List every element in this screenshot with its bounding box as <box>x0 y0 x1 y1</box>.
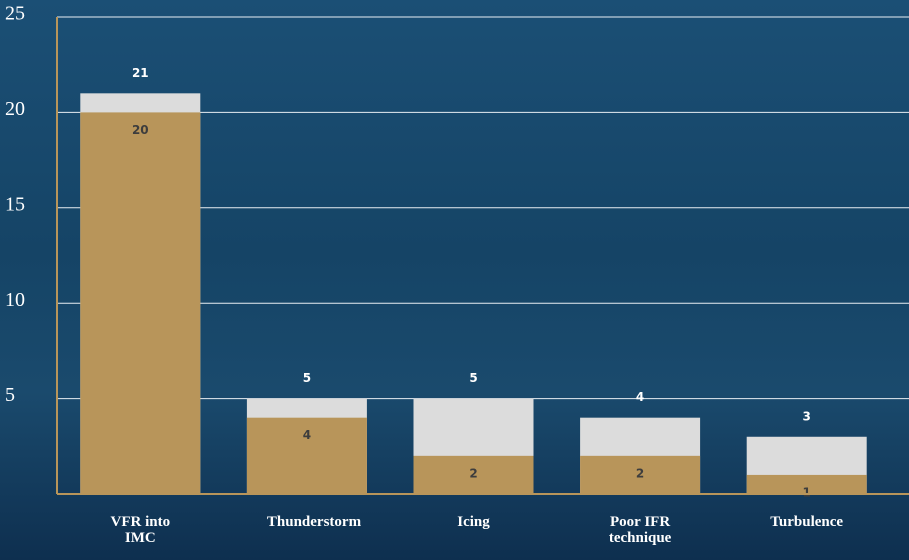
data-label: 4 <box>636 390 644 404</box>
x-tick-label: VFR into IMC <box>110 514 171 546</box>
data-label: 5 <box>303 371 311 385</box>
bar <box>80 112 201 495</box>
x-tick-label: Turbulence <box>770 514 844 530</box>
data-label: 2 <box>469 466 477 480</box>
data-label: 21 <box>132 66 149 80</box>
y-tick-label: 25 <box>5 3 25 25</box>
data-label: 20 <box>132 123 149 137</box>
bar <box>413 455 534 494</box>
x-tick-label: Poor IFR technique <box>608 514 672 546</box>
bar <box>580 455 701 494</box>
y-tick-label: 10 <box>5 289 25 311</box>
data-label: 3 <box>803 409 811 423</box>
bar <box>746 474 867 494</box>
data-label: 5 <box>469 371 477 385</box>
y-tick-label: 5 <box>5 384 15 406</box>
y-tick-label: 15 <box>5 193 25 215</box>
bar <box>246 417 367 494</box>
y-tick-label: 20 <box>5 98 25 120</box>
x-tick-label: Icing <box>457 514 490 530</box>
x-tick-label: Thunderstorm <box>266 514 362 530</box>
data-label: 2 <box>636 466 644 480</box>
data-label: 1 <box>803 485 811 499</box>
data-label: 4 <box>303 428 311 442</box>
